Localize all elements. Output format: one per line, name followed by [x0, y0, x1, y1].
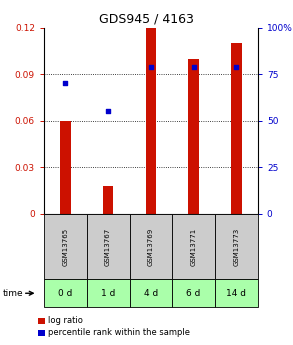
- Bar: [231, 43, 242, 214]
- Text: GSM13769: GSM13769: [148, 228, 154, 266]
- Text: 14 d: 14 d: [226, 289, 246, 298]
- Point: [106, 109, 110, 114]
- Text: 4 d: 4 d: [144, 289, 158, 298]
- Text: GSM13767: GSM13767: [105, 228, 111, 266]
- Bar: [103, 186, 113, 214]
- Text: 6 d: 6 d: [186, 289, 201, 298]
- Text: log ratio: log ratio: [48, 316, 83, 325]
- Text: GSM13773: GSM13773: [234, 228, 239, 266]
- Bar: [60, 121, 71, 214]
- Text: percentile rank within the sample: percentile rank within the sample: [48, 328, 190, 337]
- Point: [149, 64, 153, 69]
- Bar: [188, 59, 199, 214]
- Text: GSM13771: GSM13771: [191, 228, 197, 266]
- Point: [63, 81, 68, 86]
- Point: [191, 64, 196, 69]
- Text: GSM13765: GSM13765: [62, 228, 68, 266]
- Text: time: time: [3, 289, 23, 298]
- Text: 0 d: 0 d: [58, 289, 73, 298]
- Text: 1 d: 1 d: [101, 289, 115, 298]
- Bar: [146, 26, 156, 214]
- Text: GDS945 / 4163: GDS945 / 4163: [99, 12, 194, 25]
- Point: [234, 64, 239, 69]
